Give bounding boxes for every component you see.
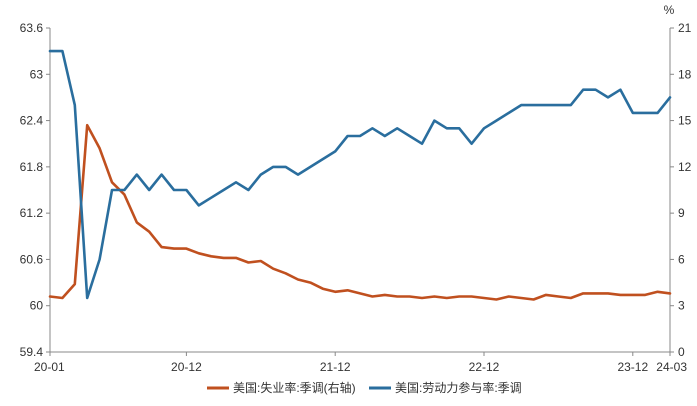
series-line-unemployment <box>48 123 672 301</box>
x-tick-label: 24-03 <box>656 360 687 374</box>
x-tick-label: 20-01 <box>34 360 65 374</box>
legend-label-unemployment: 美国:失业率:季调(右轴) <box>233 380 356 395</box>
right-tick-label: 6 <box>678 252 685 266</box>
axes <box>49 28 671 353</box>
right-tick-label: 21 <box>678 21 692 35</box>
left-tick-label: 60.6 <box>20 252 44 266</box>
legend-label-participation: 美国:劳动力参与率:季调 <box>395 380 522 395</box>
left-axis-ticks: 59.4 60 60.6 61.2 61.8 62.4 63 63.6 <box>20 21 50 359</box>
series-line-participation <box>48 49 672 300</box>
right-tick-label: 18 <box>678 67 692 81</box>
right-tick-label: 15 <box>678 114 692 128</box>
right-tick-label: 3 <box>678 299 685 313</box>
left-tick-label: 61.2 <box>20 206 44 220</box>
right-tick-label: 0 <box>678 345 685 359</box>
series-layer <box>48 49 672 301</box>
left-tick-label: 63 <box>30 67 44 81</box>
x-tick-label: 23-12 <box>617 360 648 374</box>
left-tick-label: 60 <box>30 299 44 313</box>
right-tick-label: 12 <box>678 160 692 174</box>
left-tick-label: 62.4 <box>20 114 44 128</box>
x-tick-label: 20-12 <box>171 360 202 374</box>
right-axis-ticks: 0 3 6 9 12 15 18 21 <box>670 21 692 359</box>
legend-item-participation[interactable]: 美国:劳动力参与率:季调 <box>369 380 522 395</box>
right-axis-unit: % <box>664 3 675 17</box>
legend: 美国:失业率:季调(右轴) 美国:劳动力参与率:季调 <box>207 380 522 395</box>
x-axis-ticks: 20-01 20-12 21-12 22-12 23-12 24-03 <box>34 352 687 374</box>
left-tick-label: 61.8 <box>20 160 44 174</box>
left-tick-label: 59.4 <box>20 345 44 359</box>
x-tick-label: 22-12 <box>469 360 500 374</box>
right-tick-label: 9 <box>678 206 685 220</box>
x-tick-label: 21-12 <box>320 360 351 374</box>
left-tick-label: 63.6 <box>20 21 44 35</box>
legend-item-unemployment[interactable]: 美国:失业率:季调(右轴) <box>207 380 356 395</box>
